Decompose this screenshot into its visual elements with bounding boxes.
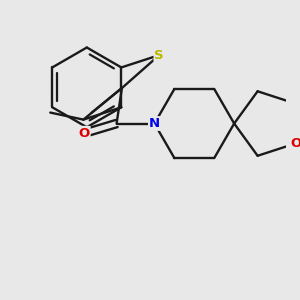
Text: N: N (149, 117, 160, 130)
Text: S: S (154, 49, 164, 62)
Text: O: O (79, 127, 90, 140)
Text: O: O (290, 137, 300, 150)
